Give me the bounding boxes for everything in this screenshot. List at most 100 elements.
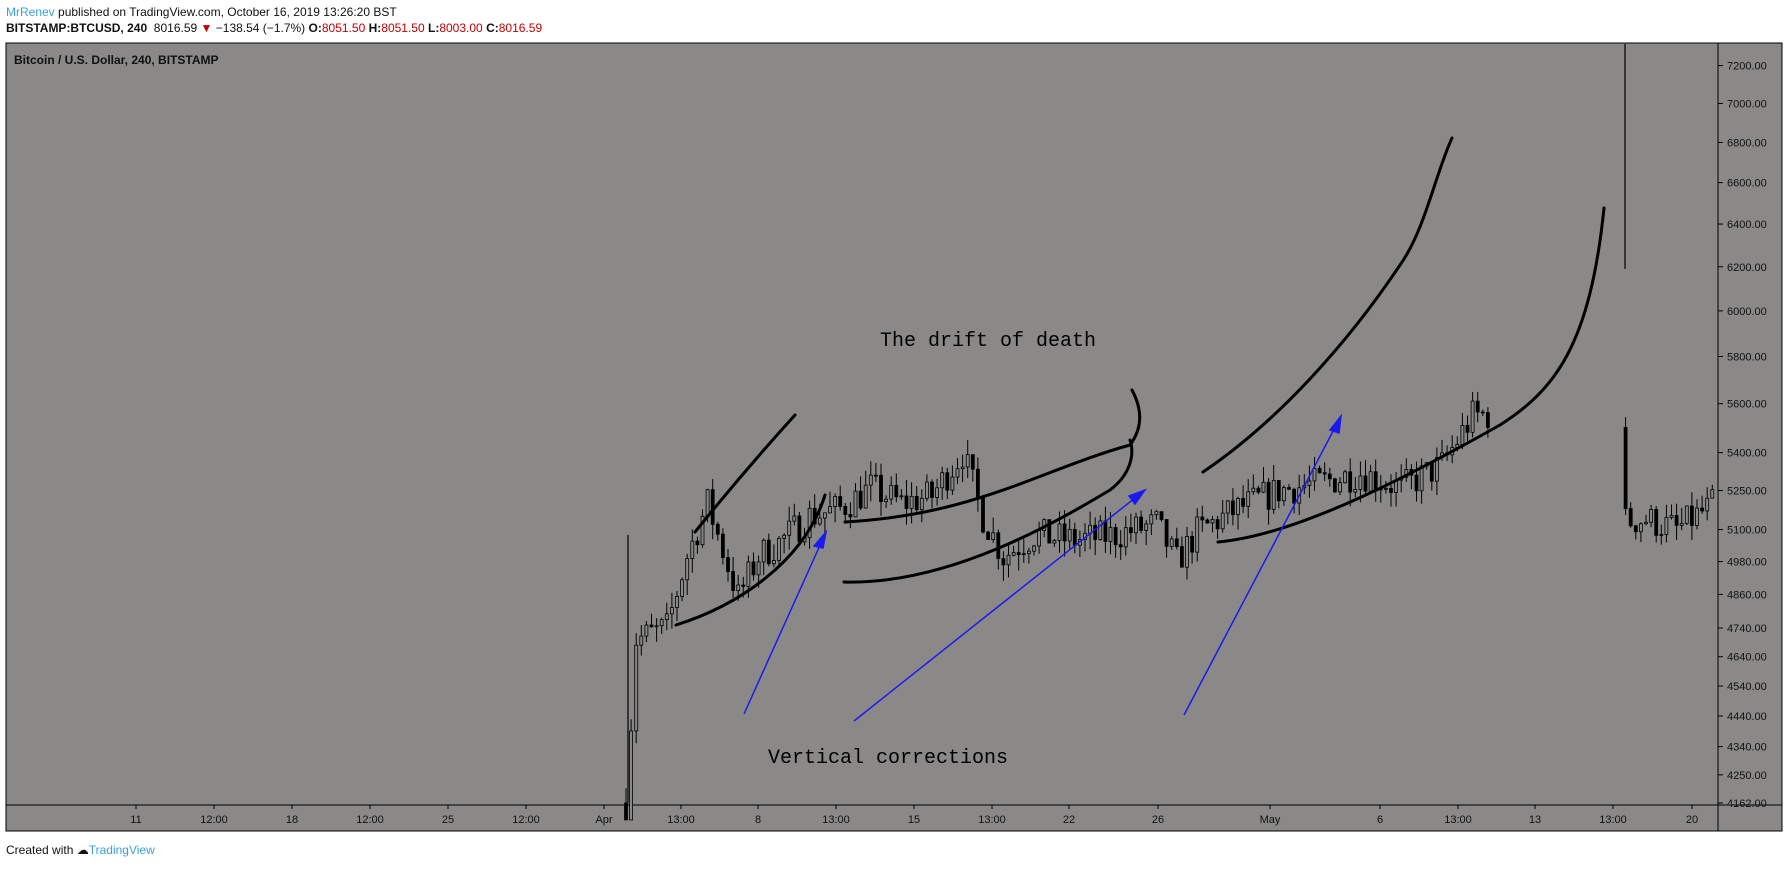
x-tick-label: 13:00 bbox=[822, 814, 850, 826]
candle-body bbox=[705, 489, 710, 517]
x-tick-label: 13:00 bbox=[978, 814, 1006, 826]
candle-body bbox=[715, 523, 720, 535]
candle-body bbox=[1169, 538, 1174, 547]
candle-body bbox=[1669, 515, 1674, 518]
ohlc-line: BITSTAMP:BTCUSD, 240 8016.59 ▼ −138.54 (… bbox=[6, 20, 542, 36]
low-value: 8003.00 bbox=[439, 21, 483, 35]
tradingview-logo-icon: ☁ bbox=[76, 843, 89, 857]
candle-body bbox=[1327, 473, 1332, 480]
y-tick-label: 6000.00 bbox=[1727, 306, 1767, 318]
candle-body bbox=[761, 539, 766, 563]
candle-body bbox=[1695, 507, 1699, 526]
y-tick-label: 6400.00 bbox=[1727, 219, 1767, 231]
candle-body bbox=[1679, 522, 1684, 526]
plot-area[interactable] bbox=[5, 42, 1719, 806]
tradingview-link[interactable]: TradingView bbox=[88, 843, 155, 857]
high-value: 8051.50 bbox=[381, 21, 425, 35]
x-tick-label: 20 bbox=[1686, 814, 1698, 826]
candle-body bbox=[782, 534, 786, 539]
candle-body bbox=[863, 484, 868, 509]
candle-body bbox=[654, 625, 659, 628]
candle-body bbox=[1144, 523, 1149, 531]
candle-body bbox=[1690, 505, 1694, 526]
candle-body bbox=[1174, 538, 1179, 548]
footer: Created with ☁TradingView bbox=[6, 843, 155, 857]
candle-body bbox=[1006, 554, 1011, 566]
candle-body bbox=[1623, 427, 1628, 509]
candle-body bbox=[960, 466, 965, 470]
candle-body bbox=[1220, 512, 1225, 530]
candle-body bbox=[1358, 475, 1363, 490]
candle-body bbox=[634, 644, 639, 732]
candle-body bbox=[986, 531, 990, 540]
candle-body bbox=[843, 506, 848, 515]
curve-1-lower bbox=[674, 493, 827, 627]
candle-body bbox=[629, 730, 633, 821]
time-scale[interactable] bbox=[5, 804, 1719, 832]
candle-body bbox=[766, 539, 771, 565]
price-scale[interactable] bbox=[1717, 42, 1783, 806]
candle-body bbox=[690, 540, 695, 559]
candle-body bbox=[1180, 546, 1184, 568]
candle-body bbox=[649, 624, 654, 628]
curve-3-lower bbox=[1216, 206, 1606, 544]
candle-body bbox=[868, 474, 873, 486]
curve-3-upper bbox=[1201, 136, 1454, 474]
x-tick-label: 13:00 bbox=[1599, 814, 1627, 826]
candle-body bbox=[1149, 514, 1154, 525]
candle-body bbox=[1205, 519, 1210, 524]
candle-body bbox=[675, 596, 679, 608]
author-link[interactable]: MrRenev bbox=[6, 5, 55, 19]
curve-2-upper bbox=[843, 388, 1142, 524]
x-tick-label: 12:00 bbox=[512, 814, 540, 826]
last-price: 8016.59 bbox=[153, 21, 198, 35]
candle-body bbox=[1373, 471, 1378, 490]
blue-arrows bbox=[743, 413, 1343, 722]
candle-body bbox=[1200, 516, 1205, 521]
scale-corner bbox=[1717, 804, 1783, 832]
arrowhead-2-icon bbox=[1127, 488, 1148, 506]
y-tick-label: 5400.00 bbox=[1727, 448, 1767, 460]
candle-body bbox=[996, 532, 1001, 560]
candle-body bbox=[1287, 487, 1291, 490]
candle-body bbox=[700, 515, 705, 546]
candle-body bbox=[659, 619, 664, 627]
candle-body bbox=[899, 495, 904, 498]
candle-body bbox=[930, 481, 934, 498]
candle-body bbox=[1292, 488, 1296, 504]
candle-body bbox=[1241, 497, 1245, 507]
candle-body bbox=[1129, 527, 1133, 534]
candle-body bbox=[848, 514, 853, 518]
candle-body bbox=[945, 472, 950, 491]
candle-body bbox=[1414, 474, 1419, 492]
candle-body bbox=[1633, 525, 1638, 533]
candle-body bbox=[1021, 553, 1026, 556]
candle-body bbox=[726, 557, 730, 572]
y-tick-label: 5800.00 bbox=[1727, 351, 1767, 363]
candle-body bbox=[1460, 425, 1465, 445]
candle-body bbox=[1072, 528, 1077, 546]
candle-body bbox=[797, 515, 802, 543]
candle-body bbox=[1266, 481, 1271, 510]
candle-body bbox=[828, 506, 832, 514]
candle-body bbox=[1480, 411, 1485, 414]
candle-body bbox=[1353, 488, 1358, 493]
price-change: −138.54 (−1.7%) bbox=[215, 21, 306, 35]
candle-body bbox=[624, 802, 628, 821]
publish-line: MrRenev published on TradingView.com, Oc… bbox=[6, 4, 542, 20]
candle-body bbox=[1486, 412, 1490, 428]
candle-body bbox=[1225, 500, 1230, 514]
candle-body bbox=[879, 474, 883, 503]
candle-body bbox=[1159, 511, 1164, 520]
x-tick-label: 22 bbox=[1063, 814, 1075, 826]
open-label: O: bbox=[308, 21, 322, 35]
x-tick-label: 13 bbox=[1529, 814, 1541, 826]
candle-body bbox=[1011, 552, 1016, 556]
candle-body bbox=[680, 579, 684, 597]
candle-body bbox=[1639, 523, 1643, 533]
y-tick-label: 5250.00 bbox=[1727, 486, 1767, 498]
y-tick-label: 7200.00 bbox=[1727, 61, 1767, 73]
candle-body bbox=[1644, 521, 1648, 525]
candle-body bbox=[1047, 519, 1052, 544]
